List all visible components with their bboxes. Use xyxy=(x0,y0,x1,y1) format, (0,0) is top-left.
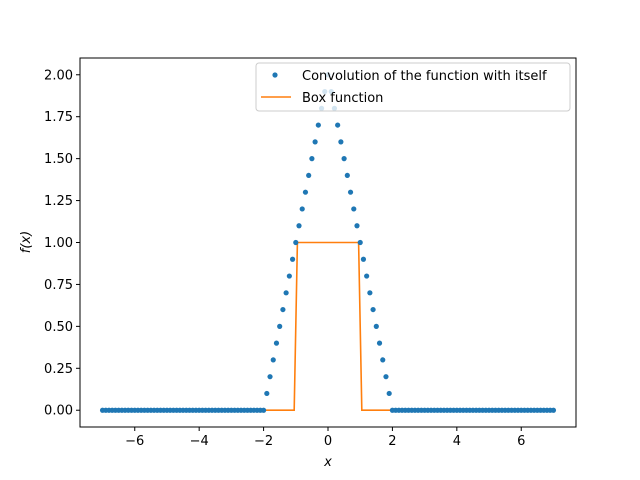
convolution-point xyxy=(296,223,302,229)
convolution-point xyxy=(550,407,557,413)
convolution-point xyxy=(354,223,360,229)
convolution-point xyxy=(360,256,367,262)
y-tick-label: 0.25 xyxy=(44,362,73,377)
convolution-point xyxy=(270,357,276,363)
x-tick-label: −2 xyxy=(254,434,273,449)
convolution-point xyxy=(267,374,273,380)
y-tick-label: 0.50 xyxy=(44,320,73,335)
convolution-point xyxy=(380,357,386,363)
y-tick-label: 0.75 xyxy=(44,278,73,293)
convolution-point xyxy=(347,189,354,195)
convolution-point xyxy=(338,139,344,145)
convolution-point xyxy=(386,390,392,397)
x-tick-label: −4 xyxy=(190,434,209,449)
convolution-point xyxy=(280,306,286,313)
convolution-point xyxy=(341,156,347,162)
convolution-point xyxy=(357,239,363,246)
convolution-point xyxy=(260,407,267,413)
y-tick-label: 2.00 xyxy=(44,68,73,83)
convolution-point xyxy=(283,290,289,296)
y-tick-label: 1.00 xyxy=(44,236,73,251)
convolution-point xyxy=(264,390,270,397)
legend-label-convolution: Convolution of the function with itself xyxy=(302,69,547,84)
convolution-point xyxy=(273,340,280,346)
y-axis: 0.00 0.25 0.50 0.75 1.00 1.25 1.50 1.75 2.00 xyxy=(44,68,80,419)
box-function-line xyxy=(102,241,554,412)
x-tick-label: 6 xyxy=(517,434,525,449)
convolution-point xyxy=(286,273,292,279)
convolution-point xyxy=(315,122,321,128)
x-axis: −6 −4 −2 0 2 4 6 xyxy=(125,427,525,449)
x-axis-label: x xyxy=(323,455,332,470)
y-tick-label: 1.75 xyxy=(44,110,73,125)
y-tick-label: 1.50 xyxy=(44,152,73,167)
convolution-point xyxy=(364,273,370,279)
convolution-point xyxy=(335,122,341,128)
legend-box xyxy=(255,62,571,112)
convolution-point xyxy=(367,290,373,296)
convolution-point xyxy=(351,206,357,212)
y-axis-label: f(x) xyxy=(19,231,34,253)
convolution-point xyxy=(289,256,296,262)
convolution-point xyxy=(302,189,309,195)
legend: Convolution of the function with itself B… xyxy=(255,62,571,112)
y-tick-label: 1.25 xyxy=(44,194,73,209)
convolution-point xyxy=(299,206,305,212)
y-tick-label: 0.00 xyxy=(44,404,73,419)
convolution-point xyxy=(312,139,318,145)
x-tick-label: 4 xyxy=(453,434,461,449)
plot-area xyxy=(99,72,557,413)
convolution-point xyxy=(344,172,350,179)
x-tick-label: 2 xyxy=(388,434,396,449)
legend-marker-convolution xyxy=(272,72,278,78)
convolution-point xyxy=(277,323,283,329)
convolution-point xyxy=(383,374,389,380)
convolution-point xyxy=(370,306,376,313)
convolution-point xyxy=(376,340,383,346)
x-tick-label: −6 xyxy=(125,434,144,449)
convolution-point xyxy=(309,156,315,162)
convolution-point xyxy=(373,323,379,329)
legend-label-box: Box function xyxy=(302,91,383,106)
convolution-point xyxy=(293,239,299,246)
convolution-point xyxy=(306,172,312,179)
x-tick-label: 0 xyxy=(324,434,332,449)
